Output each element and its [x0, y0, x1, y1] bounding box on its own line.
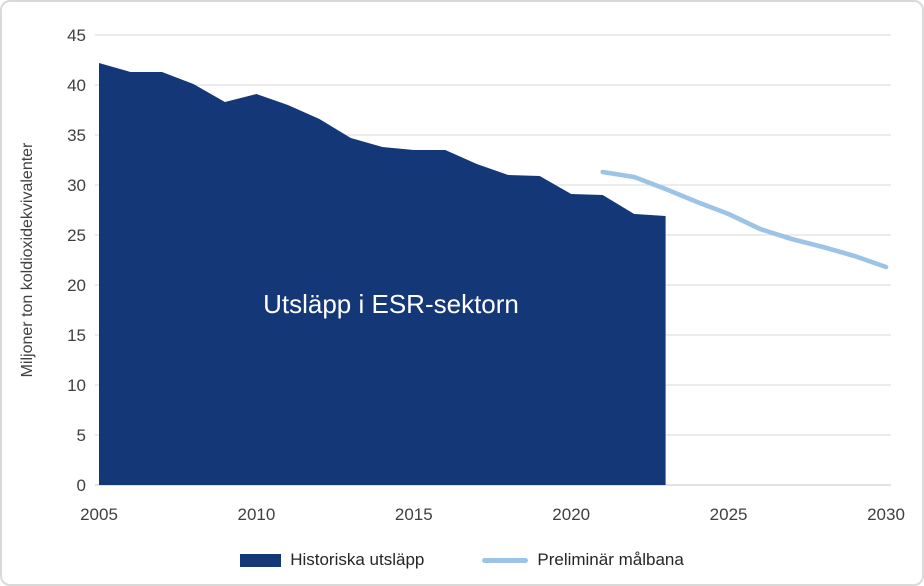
target-line-series: [600, 169, 889, 270]
y-tick-label: 25: [67, 226, 86, 245]
x-tick-label: 2015: [395, 505, 433, 522]
historical-area-series: [99, 63, 666, 485]
y-axis-title: Miljoner ton koldioxidekvivalenter: [19, 142, 36, 377]
x-tick-label: 2025: [710, 505, 748, 522]
y-tick-label: 40: [67, 76, 86, 95]
y-tick-label: 30: [67, 176, 86, 195]
historical-area-swatch-icon: [240, 553, 282, 567]
y-axis-tick-labels: 0 5 10 15 20 25 30 35 40 45: [67, 26, 86, 495]
target-line-shape: [600, 169, 889, 270]
area-inner-label: Utsläpp i ESR-sektorn: [263, 289, 519, 319]
legend-item-target: Preliminär målbana: [482, 550, 684, 570]
x-axis-tick-labels: 2005 2010 2015 2020 2025 2030: [80, 505, 905, 522]
legend-item-historical: Historiska utsläpp: [240, 550, 424, 570]
target-line-swatch-icon: [482, 557, 529, 563]
y-tick-label: 45: [67, 26, 86, 45]
y-tick-label: 35: [67, 126, 86, 145]
legend-label-historical: Historiska utsläpp: [290, 550, 425, 569]
x-tick-label: 2020: [552, 505, 590, 522]
historical-area-shape: [99, 63, 666, 485]
x-tick-label: 2030: [867, 505, 905, 522]
y-tick-label: 0: [77, 476, 86, 495]
y-tick-label: 5: [77, 426, 86, 445]
y-tick-label: 20: [67, 276, 86, 295]
y-tick-label: 15: [67, 326, 86, 345]
legend-label-target: Preliminär målbana: [537, 550, 684, 569]
chart-legend: Historiska utsläpp Preliminär målbana: [2, 550, 922, 570]
x-tick-label: 2005: [80, 505, 118, 522]
x-tick-label: 2010: [237, 505, 275, 522]
y-tick-label: 10: [67, 376, 86, 395]
